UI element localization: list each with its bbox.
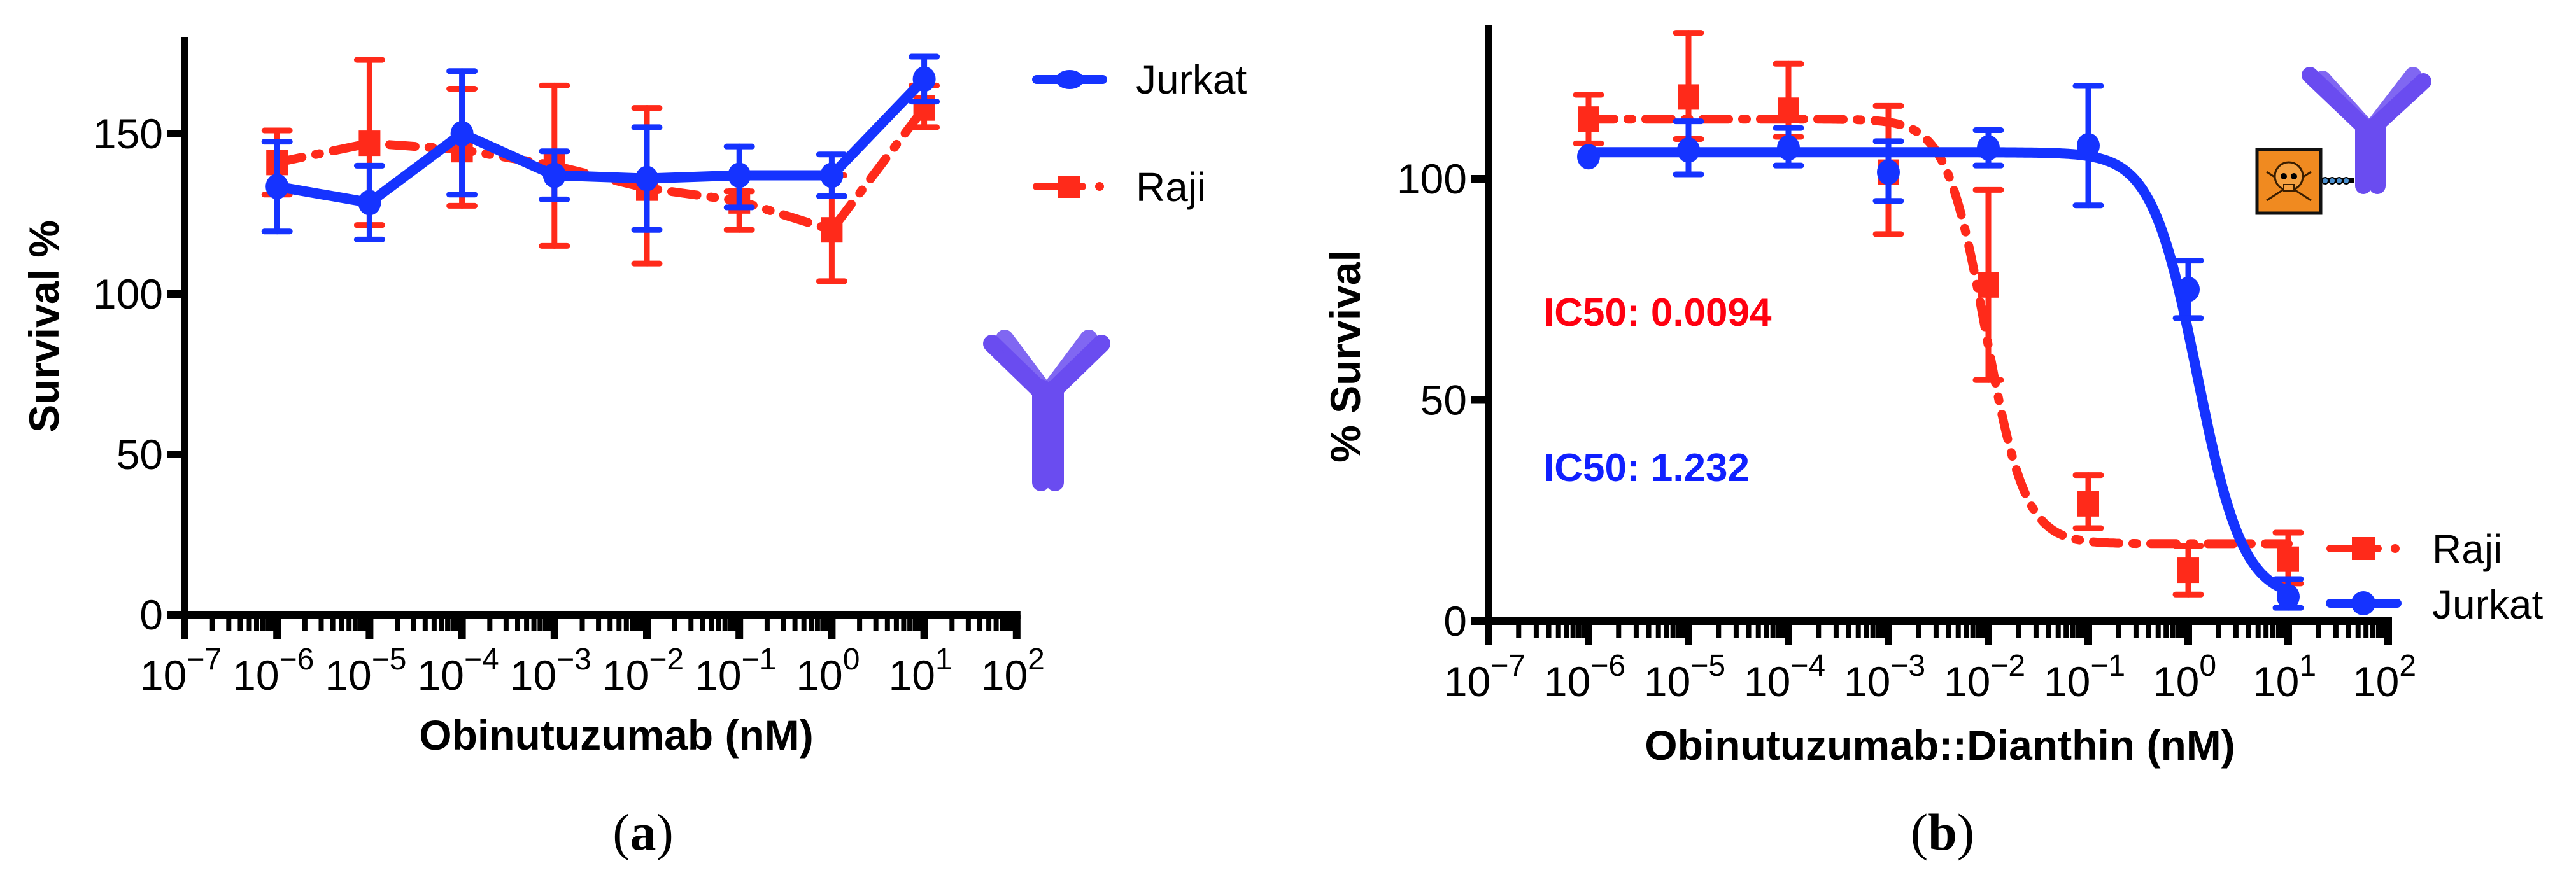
x-tick-label: 102 — [2353, 649, 2416, 705]
circle-marker — [912, 66, 936, 92]
square-marker — [821, 217, 843, 243]
legend-entry-jurkat: Jurkat — [1032, 57, 1247, 102]
x-tick-label: 101 — [2253, 649, 2316, 705]
circle-marker — [2077, 132, 2100, 158]
x-tick-label: 10−5 — [1644, 649, 1725, 705]
square-marker — [2277, 546, 2299, 572]
y-tick-label: 0 — [139, 591, 163, 638]
panel-a-y-axis-title: Survival % — [20, 220, 67, 433]
panel-b-plot-area — [1573, 30, 2304, 611]
y-tick-label: 0 — [1443, 598, 1467, 645]
x-tick-label: 10−3 — [1844, 649, 1925, 705]
circle-marker — [542, 162, 566, 188]
x-tick-label: 10−4 — [1744, 649, 1825, 705]
legend-dot-raji — [2391, 544, 2400, 553]
x-tick-label: 100 — [2153, 649, 2216, 705]
x-tick-label: 10−4 — [418, 643, 499, 699]
circle-marker — [1877, 159, 1900, 185]
x-tick-label: 10−7 — [1444, 649, 1525, 705]
y-tick-label: 150 — [93, 110, 163, 157]
panel-a-x-axis-title: Obinutuzumab (nM) — [419, 711, 814, 759]
legend-label-jurkat: Jurkat — [1136, 57, 1247, 102]
x-tick-label: 10−7 — [140, 643, 222, 699]
legend-label-jurkat: Jurkat — [2432, 582, 2544, 627]
skull-crossbones-toxin-icon — [2255, 148, 2323, 215]
panel-b-x-axis-title: Obinutuzumab::Dianthin (nM) — [1645, 722, 2235, 769]
y-tick-label: 50 — [117, 431, 163, 478]
linker-icon — [2321, 177, 2354, 185]
square-marker-icon — [1058, 176, 1080, 198]
x-tick-label: 10−1 — [695, 643, 776, 699]
x-tick-label: 10−2 — [602, 643, 684, 699]
legend-entry-raji: Raji — [1033, 164, 1206, 210]
x-tick-label: 101 — [889, 643, 952, 699]
panel-b-chart: 0 50 100 10−7 10−6 10−5 10−4 10−3 10−2 10−1 100 101… — [1322, 25, 2544, 861]
ic50-label-raji: IC50: 0.0094 — [1543, 291, 1772, 335]
panel-b-y-axis-title: % Survival — [1322, 250, 1369, 463]
y-tick-label: 100 — [1397, 155, 1467, 202]
circle-marker — [450, 121, 474, 146]
square-marker — [358, 130, 381, 157]
legend-entry-raji: Raji — [2326, 526, 2502, 572]
circle-marker — [728, 162, 751, 188]
square-marker — [2177, 557, 2199, 584]
square-marker — [1578, 106, 1599, 132]
series-jurkat — [1577, 83, 2304, 611]
series-line — [272, 74, 930, 208]
panel-a-axes: 0 50 100 150 10−7 10−6 10−5 10−4 10−3 10−2 10−1 100… — [93, 37, 1045, 699]
x-tick-label: 10−6 — [232, 643, 314, 699]
circle-marker — [635, 165, 658, 192]
square-marker — [1678, 84, 1699, 110]
panel-a-plot-area — [261, 53, 940, 284]
legend-label-raji: Raji — [1136, 164, 1206, 210]
circle-marker — [2277, 584, 2300, 610]
circle-marker — [1677, 137, 1700, 163]
circle-marker-icon — [1056, 70, 1084, 89]
x-tick-label: 102 — [981, 643, 1045, 699]
square-marker — [2077, 491, 2099, 517]
panel-a-caption: (a) — [612, 803, 674, 861]
antibody-icon — [983, 330, 1110, 491]
circle-marker — [820, 162, 844, 188]
circle-marker — [358, 190, 381, 216]
x-tick-label: 10−2 — [1944, 649, 2025, 705]
x-tick-label: 10−1 — [2044, 649, 2125, 705]
antibody-icon — [2302, 67, 2431, 194]
circle-marker — [2177, 276, 2200, 302]
panel-a-legend: Jurkat Raji — [1032, 57, 1247, 210]
antibody-drug-conjugate-icon — [2255, 67, 2431, 215]
circle-marker — [1577, 144, 1600, 170]
panel-b-caption: (b) — [1911, 803, 1974, 861]
x-tick-label: 100 — [796, 643, 860, 699]
x-tick-label: 10−5 — [325, 643, 406, 699]
x-tick-label: 10−3 — [510, 643, 591, 699]
series-jurkat — [261, 53, 940, 242]
y-tick-label: 100 — [93, 270, 163, 318]
legend-entry-jurkat: Jurkat — [2326, 582, 2544, 627]
legend-dot-raji — [1095, 182, 1104, 191]
panel-b-axes: 0 50 100 10−7 10−6 10−5 10−4 10−3 10−2 10−1 100 101… — [1397, 25, 2416, 705]
square-marker-icon — [2352, 537, 2375, 560]
circle-marker — [265, 174, 289, 200]
circle-marker — [1977, 135, 2000, 161]
ic50-label-jurkat: IC50: 1.232 — [1543, 446, 1750, 490]
panel-a-chart: 0 50 100 150 10−7 10−6 10−5 10−4 10−3 10−2 10−1 100… — [20, 37, 1247, 861]
x-tick-label: 10−6 — [1544, 649, 1625, 705]
panel-b-legend: Raji Jurkat — [2326, 526, 2544, 627]
series-line — [1583, 147, 2293, 596]
square-marker — [1778, 97, 1799, 123]
y-tick-label: 50 — [1420, 377, 1467, 424]
circle-marker — [1777, 135, 1800, 161]
legend-label-raji: Raji — [2432, 526, 2502, 572]
square-marker — [1978, 272, 1999, 298]
circle-marker-icon — [2351, 591, 2375, 615]
